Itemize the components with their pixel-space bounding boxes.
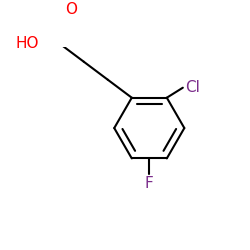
Text: F: F [145,176,154,192]
Text: Cl: Cl [185,80,200,95]
Text: HO: HO [15,36,39,51]
Text: O: O [65,2,77,16]
